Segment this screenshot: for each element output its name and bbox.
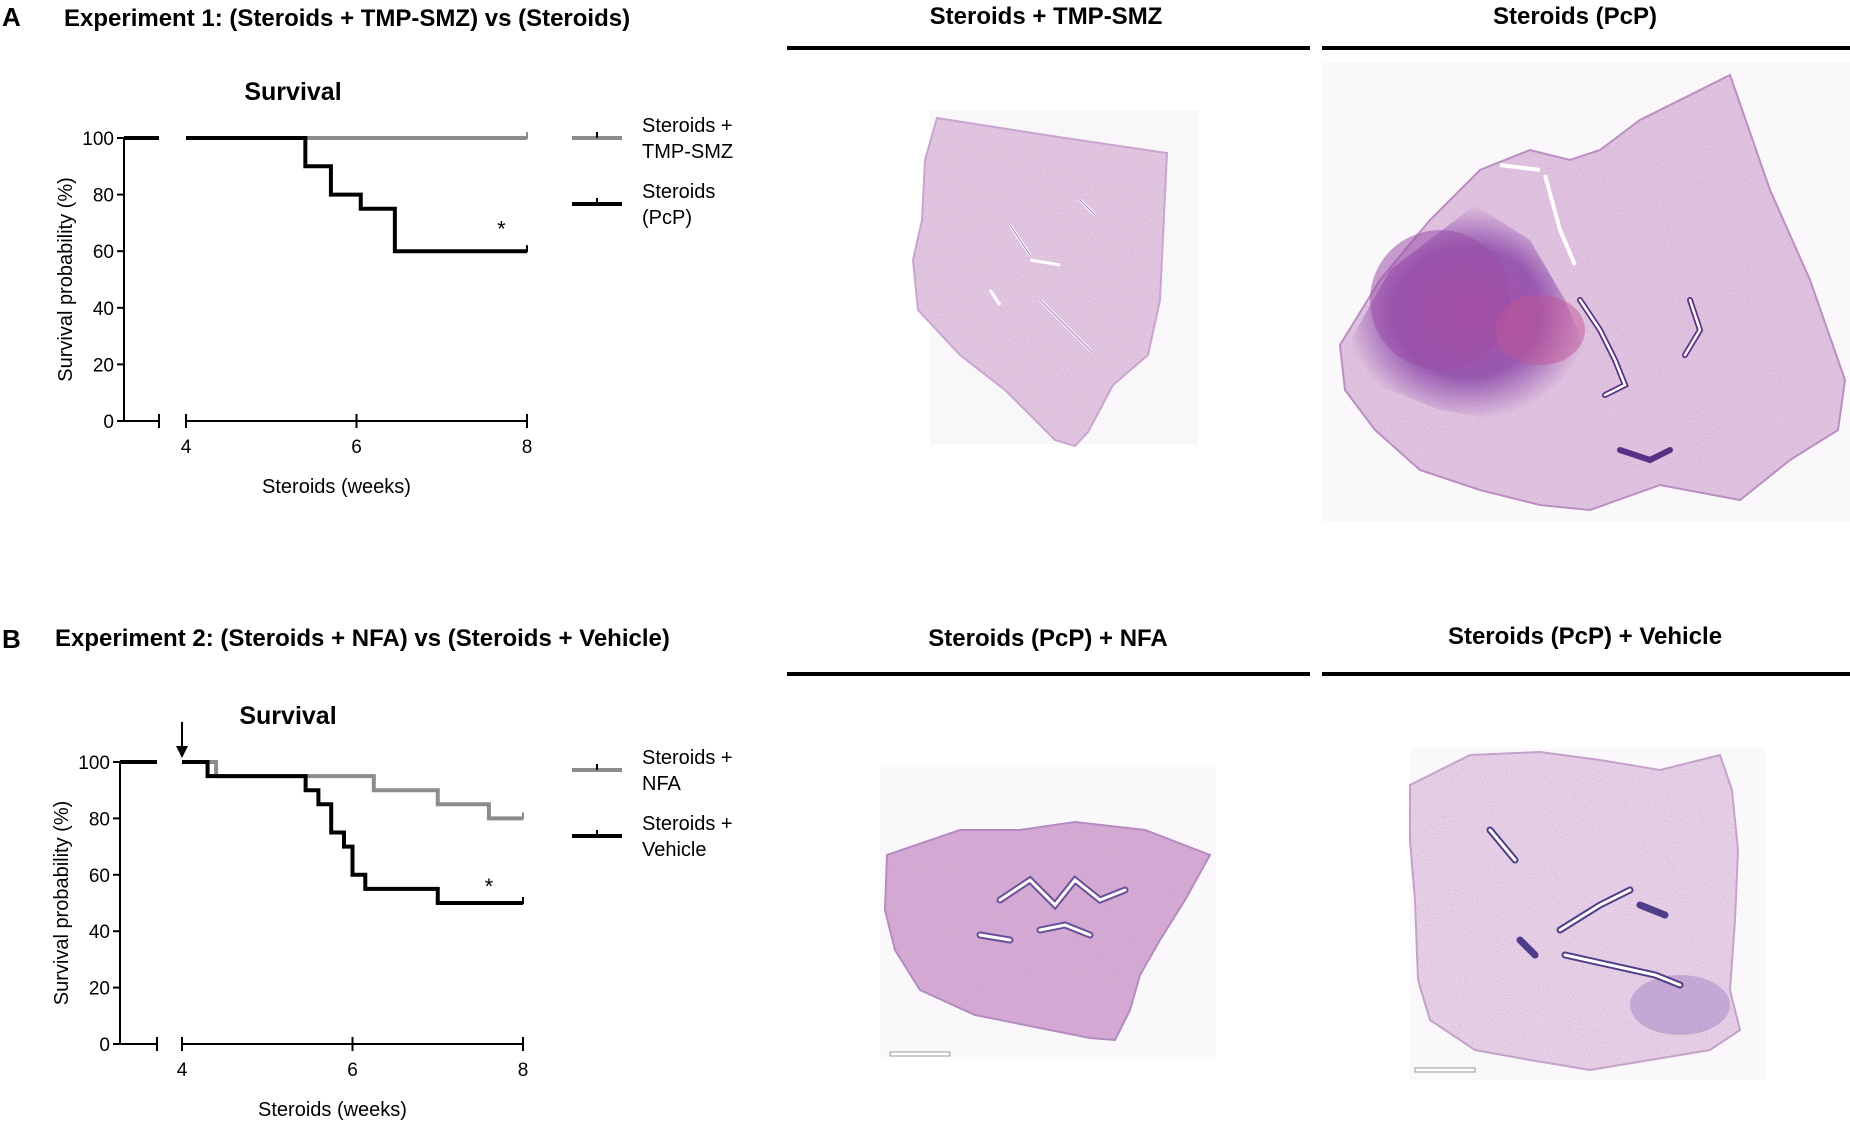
x-tick-label: 4: [181, 437, 192, 458]
histology-image-steroids-pcp-nfa: [880, 765, 1216, 1057]
scale-bar-b2: [1414, 1067, 1476, 1073]
y-tick-label: 20: [89, 979, 110, 1000]
image-a1-title: Steroids + TMP-SMZ: [930, 3, 1163, 30]
x-axis-label: Steroids (weeks): [262, 476, 411, 498]
panel-a-title: Experiment 1: (Steroids + TMP-SMZ) vs (S…: [64, 5, 630, 32]
histology-image-steroids-pcp: [1322, 62, 1850, 522]
survival-line-series-2: [186, 136, 527, 254]
image-b1-title: Steroids (PcP) + NFA: [928, 625, 1167, 652]
x-tick-label: 6: [351, 437, 362, 458]
survival-line-series-2: [182, 760, 523, 905]
survival-chart-a: Survival 0 20 40 60 80 100 Survival probability…: [55, 78, 733, 498]
y-axis-label: Survival probability (%): [51, 801, 73, 1006]
chart-title: Survival: [244, 78, 341, 106]
image-b2-title: Steroids (PcP) + Vehicle: [1448, 623, 1722, 650]
histology-image-steroids-tmp-smz: [911, 110, 1198, 448]
treatment-start-arrowhead: [176, 746, 188, 758]
y-tick-label: 80: [89, 809, 110, 830]
x-tick-label: 4: [177, 1060, 188, 1081]
chart-title: Survival: [239, 702, 336, 730]
legend-label-series-2: Steroids + Vehicle: [642, 813, 733, 861]
scale-bar-b1: [889, 1051, 951, 1057]
panel-a-letter: A: [2, 2, 21, 32]
x-axis-label: Steroids (weeks): [258, 1099, 407, 1121]
legend-label-series-1: Steroids + TMP-SMZ: [642, 115, 733, 163]
y-tick-label: 40: [93, 299, 114, 320]
x-tick-label: 6: [347, 1060, 358, 1081]
y-tick-label: 100: [82, 129, 114, 150]
image-a2-title: Steroids (PcP): [1493, 3, 1657, 30]
y-tick-label: 0: [103, 412, 114, 433]
legend-label-series-2: Steroids (PcP): [642, 181, 715, 229]
y-tick-label: 0: [99, 1035, 110, 1056]
legend-label-series-1: Steroids + NFA: [642, 747, 733, 795]
panel-b-letter: B: [2, 624, 21, 654]
histology-image-steroids-pcp-vehicle: [1409, 748, 1766, 1080]
y-tick-label: 100: [78, 753, 110, 774]
y-axis-label: Survival probability (%): [55, 177, 77, 382]
survival-chart-b: Survival 0 20 40 60 80 100 Survival probability…: [51, 702, 733, 1121]
y-tick-label: 40: [89, 922, 110, 943]
survival-line-series-1: [182, 760, 523, 821]
y-tick-label: 80: [93, 186, 114, 207]
y-tick-label: 60: [93, 242, 114, 263]
panel-b-title: Experiment 2: (Steroids + NFA) vs (Stero…: [55, 625, 670, 652]
significance-asterisk: *: [485, 874, 494, 899]
y-tick-label: 20: [93, 355, 114, 376]
significance-asterisk: *: [497, 217, 506, 242]
x-tick-label: 8: [518, 1060, 529, 1081]
x-tick-label: 8: [522, 437, 533, 458]
y-tick-label: 60: [89, 866, 110, 887]
